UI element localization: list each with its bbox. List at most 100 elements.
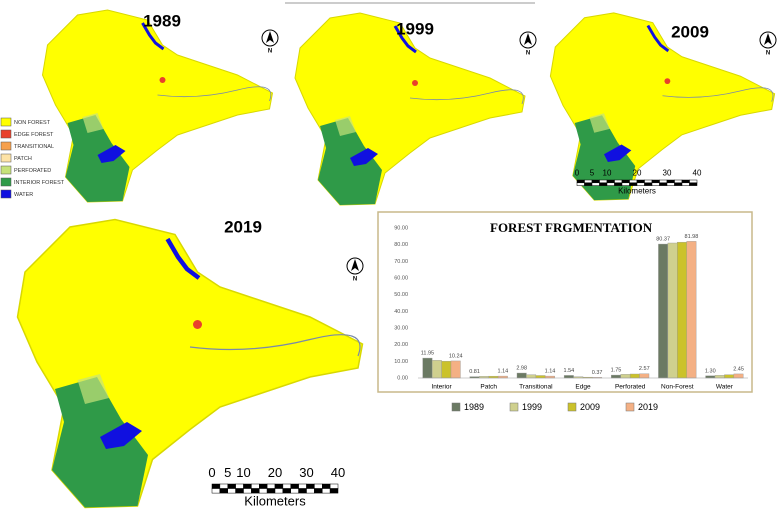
- bar: [431, 360, 442, 379]
- value-label: 80.37: [656, 237, 670, 243]
- scale-block: [599, 179, 608, 184]
- scale-tick-label: 20: [633, 169, 642, 178]
- scale-block: [211, 483, 221, 489]
- scale-block: [211, 488, 221, 494]
- bar: [705, 375, 716, 379]
- scale-block: [266, 488, 276, 494]
- scale-block: [306, 488, 315, 494]
- scale-block: [606, 179, 615, 184]
- x-tick-label: Non-Forest: [661, 384, 694, 391]
- bar: [450, 360, 461, 379]
- bar: [724, 374, 735, 379]
- scale-block: [621, 182, 630, 186]
- scale-tick-label: 5: [590, 169, 595, 178]
- bar: [658, 243, 669, 379]
- legend-swatch: [0, 189, 12, 199]
- bar: [441, 360, 452, 379]
- legend-swatch: [625, 402, 635, 412]
- scale-block: [651, 182, 660, 186]
- scale-block: [629, 182, 638, 186]
- scale-block: [659, 182, 668, 186]
- legend-swatch: [567, 402, 577, 412]
- scale-block: [243, 483, 252, 489]
- legend-swatch: [509, 402, 519, 412]
- scale-block: [282, 488, 291, 494]
- north-label: N: [353, 277, 357, 283]
- chart-title: FOREST FRGMENTATION: [490, 220, 653, 235]
- scale-block: [314, 483, 323, 489]
- x-tick-label: Interior: [431, 384, 452, 391]
- legend-swatch: [451, 402, 461, 412]
- legend-label: EDGE FOREST: [14, 132, 54, 138]
- scale-block: [621, 179, 630, 184]
- scale-block: [329, 483, 339, 489]
- y-tick-label: 40.00: [394, 309, 408, 315]
- scale-block: [606, 182, 615, 186]
- map-year: 2019: [224, 217, 262, 236]
- legend-label: 1989: [464, 402, 484, 412]
- x-tick-label: Perforated: [615, 384, 646, 391]
- scale-tick-label: 30: [663, 169, 672, 178]
- scale-block: [322, 483, 331, 489]
- value-label: 2.57: [639, 366, 650, 372]
- y-tick-label: 0.00: [397, 375, 408, 381]
- bar: [686, 241, 697, 379]
- bar: [526, 374, 537, 379]
- value-label: 1.75: [611, 368, 622, 374]
- value-label: 1.14: [497, 369, 508, 375]
- scale-block: [636, 179, 645, 184]
- legend-label: TRANSITIONAL: [14, 144, 54, 150]
- x-tick-label: Edge: [575, 384, 591, 391]
- scale-block: [329, 488, 339, 494]
- scale-block: [666, 179, 675, 184]
- scale-block: [651, 179, 660, 184]
- bar: [516, 372, 527, 379]
- scale-block: [591, 179, 600, 184]
- scale-block: [235, 488, 244, 494]
- map-year: 1999: [396, 19, 434, 38]
- scale-unit: Kilometers: [244, 494, 306, 509]
- scale-block: [243, 488, 252, 494]
- scale-block: [689, 182, 698, 186]
- scale-block: [274, 483, 284, 489]
- bar: [667, 242, 678, 379]
- scale-block: [251, 483, 260, 489]
- value-label: 2.98: [516, 365, 527, 371]
- legend-swatch: [0, 141, 12, 151]
- scale-block: [659, 179, 668, 184]
- scale-tick-label: 20: [268, 465, 282, 480]
- north-arrow: [346, 257, 364, 275]
- bar: [629, 373, 640, 379]
- scale-block: [274, 488, 284, 494]
- legend-label: INTERIOR FOREST: [14, 180, 65, 186]
- value-label: 2.45: [733, 366, 744, 372]
- scale-block: [251, 488, 260, 494]
- value-label: 1.30: [705, 368, 716, 374]
- north-arrow: [261, 29, 279, 47]
- scale-block: [636, 182, 645, 186]
- map-year: 2009: [671, 22, 709, 41]
- legend-swatch: [0, 177, 12, 187]
- north-label: N: [766, 51, 770, 57]
- legend-swatch: [0, 129, 12, 139]
- north-arrow: [519, 31, 537, 49]
- value-label: 11.95: [421, 351, 434, 357]
- y-tick-label: 60.00: [394, 275, 408, 281]
- scale-block: [674, 179, 683, 184]
- legend-swatch: [0, 117, 12, 127]
- scale-block: [266, 483, 276, 489]
- scale-block: [584, 182, 593, 186]
- scale-block: [259, 488, 268, 494]
- bar: [714, 375, 725, 379]
- legend-swatch: [0, 153, 12, 163]
- legend-label: 2019: [638, 402, 658, 412]
- scale-unit: Kilometers: [618, 186, 656, 195]
- scale-block: [681, 179, 690, 184]
- scale-block: [298, 488, 307, 494]
- scale-tick-label: 40: [331, 465, 345, 480]
- x-tick-label: Water: [716, 384, 734, 391]
- map-1989: [40, 8, 275, 204]
- scale-block: [614, 179, 623, 184]
- scale-block: [576, 179, 585, 184]
